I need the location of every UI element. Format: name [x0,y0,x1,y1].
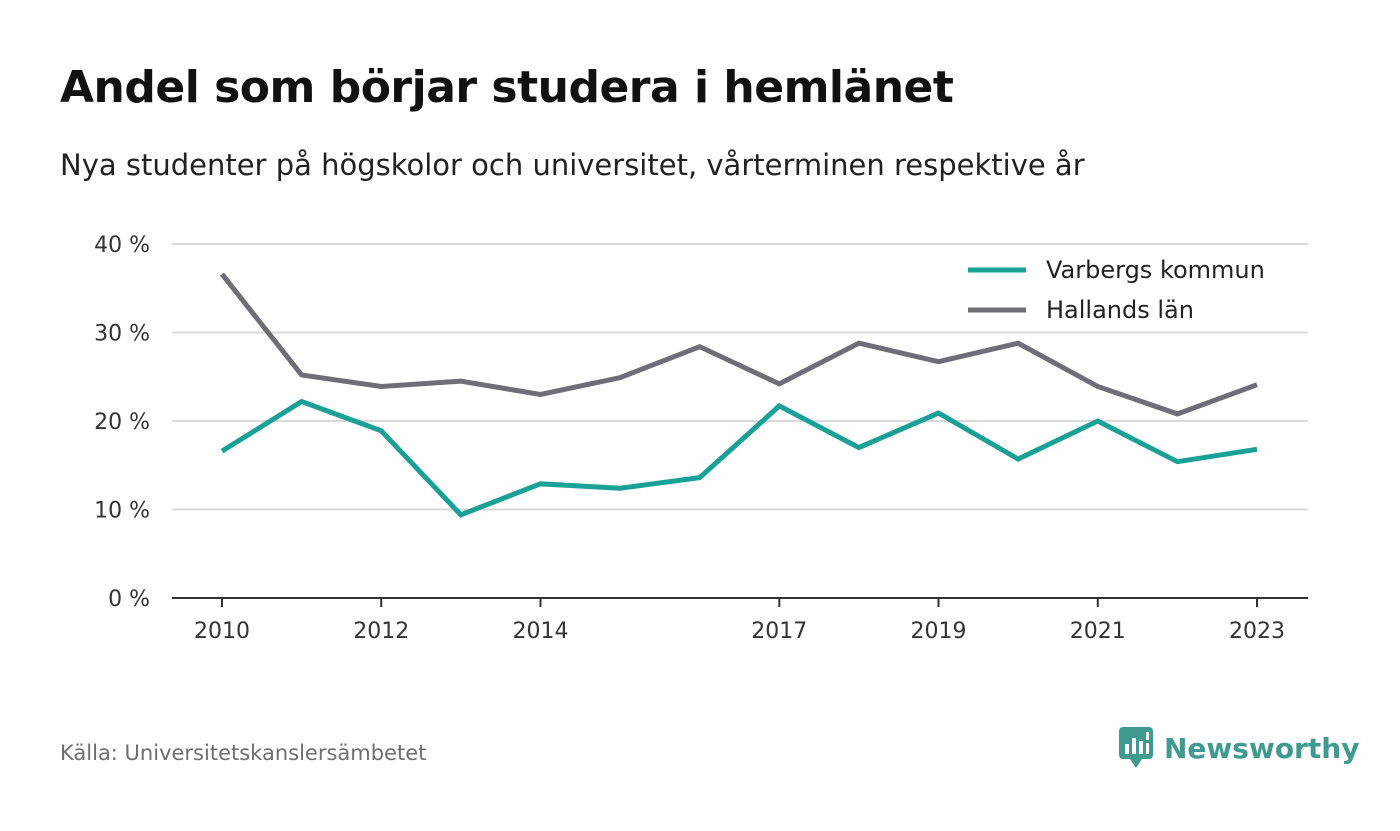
series-line [220,272,1258,417]
y-tick-label: 40 % [94,233,150,258]
source-note: Källa: Universitetskanslersämbetet [60,741,427,765]
series-line [220,398,1258,518]
x-tick-label: 2023 [1229,619,1285,644]
x-tick-label: 2021 [1070,619,1126,644]
line-chart: 0 % 10 % 20 % 30 % 40 % 2010 2012 2014 2017 2019 2… [94,233,1308,644]
y-tick-label: 10 % [94,499,150,524]
y-tick-label: 20 % [94,410,150,435]
legend-label: Hallands län [1046,296,1194,324]
newsworthy-logo-icon [1119,727,1153,768]
y-tick-label: 0 % [108,587,150,612]
x-tick-label: 2019 [911,619,967,644]
x-tick-label: 2012 [353,619,409,644]
y-tick-label: 30 % [94,322,150,347]
brand-name: Newsworthy [1164,731,1360,765]
legend-box [958,252,1290,330]
brand-logo[interactable]: Newsworthy [1118,726,1359,770]
chart-title: Andel som börjar studera i hemlänet [60,62,954,113]
x-tick-label: 2014 [512,619,568,644]
chart-subtitle: Nya studenter på högskolor och universit… [60,148,1085,182]
x-tick-label: 2017 [751,619,807,644]
x-tick-label: 2010 [194,619,250,644]
legend-label: Varbergs kommun [1046,256,1265,284]
